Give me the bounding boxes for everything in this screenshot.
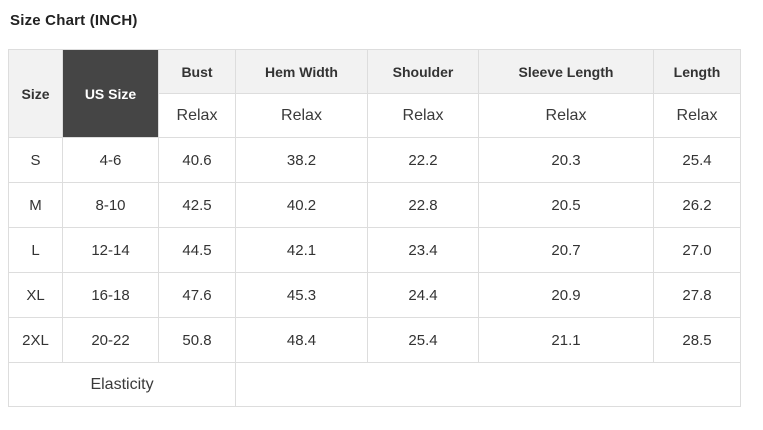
fit-cell-shoulder: Relax: [367, 93, 479, 138]
elasticity-label-cell: Elasticity: [8, 362, 236, 407]
measurement-cell: 42.1: [235, 227, 368, 273]
measurement-cell: 28.5: [653, 317, 741, 363]
elasticity-value-cell: [235, 362, 741, 407]
measurement-cell: 21.1: [478, 317, 654, 363]
fit-cell-bust: Relax: [158, 93, 236, 138]
us-size-cell: 12-14: [62, 227, 159, 273]
measurement-cell: 22.2: [367, 137, 479, 183]
measure-header-row: Size US Size Bust Hem Width Shoulder Sle…: [8, 49, 741, 138]
table-row: L 12-14 44.5 42.1 23.4 20.7 27.0: [8, 227, 741, 273]
measurement-cell: 27.0: [653, 227, 741, 273]
measurement-cell: 40.6: [158, 137, 236, 183]
measurement-cell: 38.2: [235, 137, 368, 183]
measurement-cell: 48.4: [235, 317, 368, 363]
measurement-cell: 20.5: [478, 182, 654, 228]
measurement-cell: 27.8: [653, 272, 741, 318]
size-cell: XL: [8, 272, 63, 318]
elasticity-row: Elasticity: [8, 362, 741, 407]
size-column-header: Size: [8, 49, 63, 138]
fit-header-row: Relax Relax Relax Relax Relax: [9, 93, 741, 138]
measurement-cell: 24.4: [367, 272, 479, 318]
us-size-column-header: US Size: [62, 49, 159, 138]
fit-cell-length: Relax: [653, 93, 741, 138]
us-size-cell: 16-18: [62, 272, 159, 318]
page-title: Size Chart (INCH): [10, 12, 138, 29]
us-size-cell: 8-10: [62, 182, 159, 228]
table-row: M 8-10 42.5 40.2 22.8 20.5 26.2: [8, 182, 741, 228]
size-cell: M: [8, 182, 63, 228]
fit-cell-sleeve-length: Relax: [478, 93, 654, 138]
column-header-shoulder: Shoulder: [367, 49, 479, 94]
size-cell: S: [8, 137, 63, 183]
size-chart-table: Size US Size Bust Hem Width Shoulder Sle…: [8, 49, 741, 407]
measurement-cell: 20.3: [478, 137, 654, 183]
table-row: XL 16-18 47.6 45.3 24.4 20.9 27.8: [8, 272, 741, 318]
column-header-length: Length: [653, 49, 741, 94]
fit-cell-hem-width: Relax: [235, 93, 368, 138]
size-cell: L: [8, 227, 63, 273]
measurement-cell: 50.8: [158, 317, 236, 363]
measurement-cell: 47.6: [158, 272, 236, 318]
table-row: S 4-6 40.6 38.2 22.2 20.3 25.4: [8, 137, 741, 183]
us-size-cell: 20-22: [62, 317, 159, 363]
column-header-bust: Bust: [158, 49, 236, 94]
size-cell: 2XL: [8, 317, 63, 363]
measurement-cell: 44.5: [158, 227, 236, 273]
us-size-cell: 4-6: [62, 137, 159, 183]
measurement-cell: 22.8: [367, 182, 479, 228]
measurement-cell: 40.2: [235, 182, 368, 228]
column-header-hem-width: Hem Width: [235, 49, 368, 94]
measurement-cell: 25.4: [367, 317, 479, 363]
measurement-cell: 23.4: [367, 227, 479, 273]
measurement-cell: 25.4: [653, 137, 741, 183]
column-header-sleeve-length: Sleeve Length: [478, 49, 654, 94]
measurement-cell: 45.3: [235, 272, 368, 318]
measurement-cell: 20.9: [478, 272, 654, 318]
table-row: 2XL 20-22 50.8 48.4 25.4 21.1 28.5: [8, 317, 741, 363]
measurement-cell: 26.2: [653, 182, 741, 228]
measurement-cell: 20.7: [478, 227, 654, 273]
measurement-cell: 42.5: [158, 182, 236, 228]
